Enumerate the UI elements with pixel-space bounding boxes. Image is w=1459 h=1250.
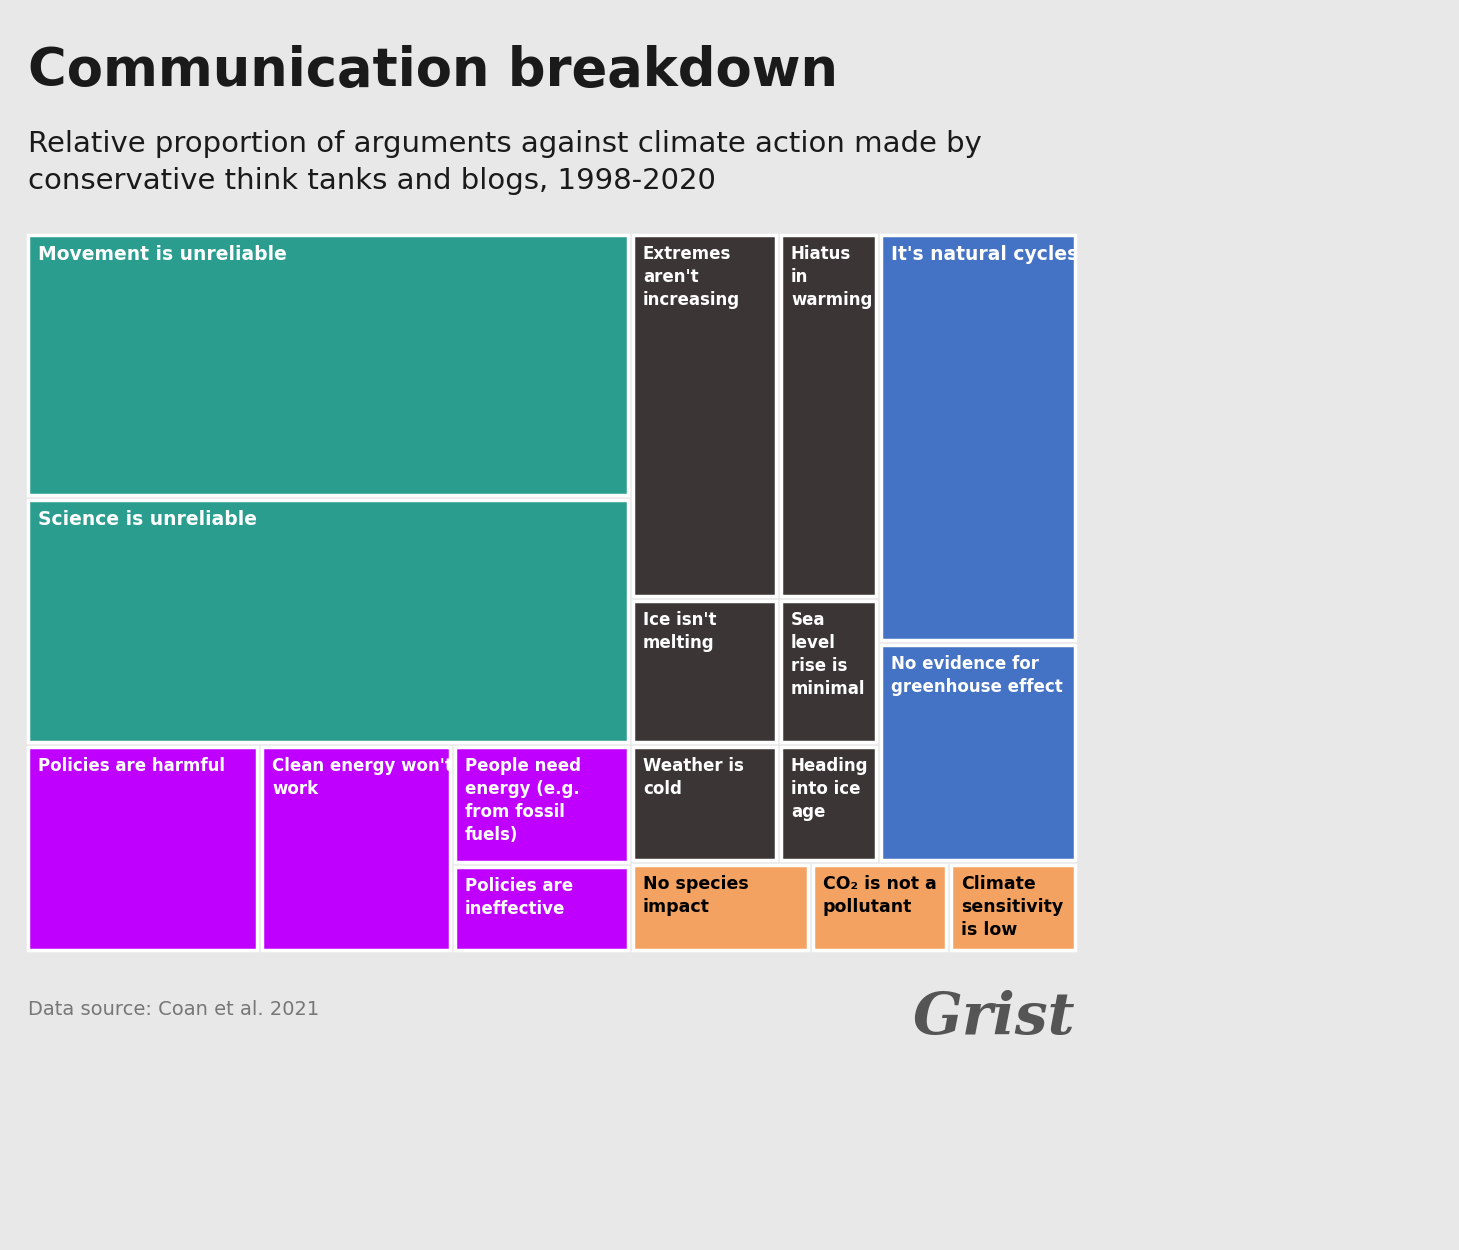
Bar xyxy=(28,235,627,495)
Text: Grist: Grist xyxy=(912,990,1075,1046)
Text: Relative proportion of arguments against climate action made by
conservative thi: Relative proportion of arguments against… xyxy=(28,130,982,195)
Text: Climate
sensitivity
is low: Climate sensitivity is low xyxy=(961,875,1064,939)
Text: Data source: Coan et al. 2021: Data source: Coan et al. 2021 xyxy=(28,1000,320,1019)
Text: Movement is unreliable: Movement is unreliable xyxy=(38,245,287,264)
Text: No species
impact: No species impact xyxy=(643,875,748,916)
Bar xyxy=(455,748,627,862)
Text: No evidence for
greenhouse effect: No evidence for greenhouse effect xyxy=(891,655,1062,696)
Bar xyxy=(633,865,808,950)
Bar xyxy=(813,865,945,950)
Text: Sea
level
rise is
minimal: Sea level rise is minimal xyxy=(791,611,865,698)
Text: Science is unreliable: Science is unreliable xyxy=(38,510,257,529)
Bar xyxy=(263,748,449,950)
Text: Communication breakdown: Communication breakdown xyxy=(28,45,837,98)
Text: People need
energy (e.g.
from fossil
fuels): People need energy (e.g. from fossil fue… xyxy=(465,758,581,844)
Bar xyxy=(28,748,257,950)
Text: Hiatus
in
warming: Hiatus in warming xyxy=(791,245,872,309)
Bar xyxy=(633,235,776,596)
Bar xyxy=(633,748,776,860)
Bar xyxy=(951,865,1075,950)
Text: Extremes
aren't
increasing: Extremes aren't increasing xyxy=(643,245,740,309)
Bar xyxy=(881,235,1075,640)
Text: CO₂ is not a
pollutant: CO₂ is not a pollutant xyxy=(823,875,937,916)
Text: It's natural cycles: It's natural cycles xyxy=(891,245,1078,264)
Text: Weather is
cold: Weather is cold xyxy=(643,758,744,798)
Bar xyxy=(881,645,1075,860)
Text: Ice isn't
melting: Ice isn't melting xyxy=(643,611,716,652)
Text: Policies are harmful: Policies are harmful xyxy=(38,758,225,775)
Bar xyxy=(781,748,875,860)
Text: Heading
into ice
age: Heading into ice age xyxy=(791,758,868,821)
Bar xyxy=(633,601,776,742)
Bar xyxy=(28,500,627,742)
Text: Clean energy won't
work: Clean energy won't work xyxy=(271,758,452,798)
Bar xyxy=(781,601,875,742)
Text: Policies are
ineffective: Policies are ineffective xyxy=(465,878,573,918)
Bar xyxy=(781,235,875,596)
Bar xyxy=(455,867,627,950)
